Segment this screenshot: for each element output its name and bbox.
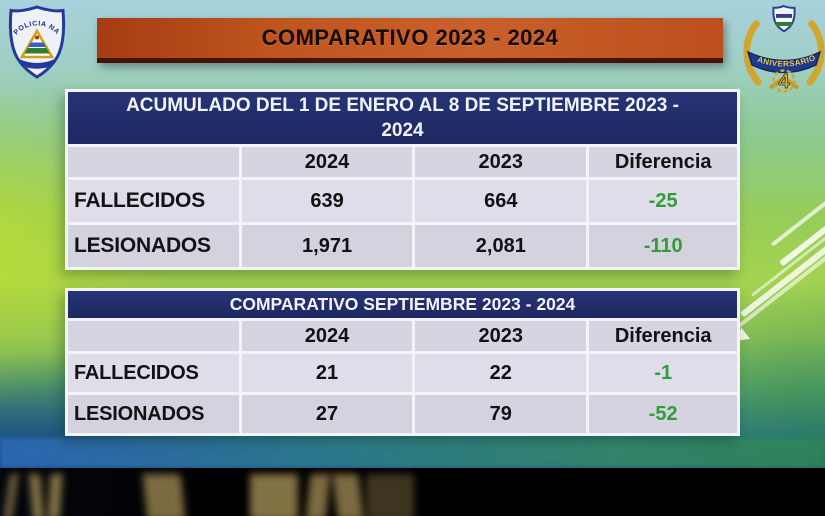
- value-diferencia: -25: [589, 180, 737, 222]
- value-2023: 79: [415, 395, 587, 433]
- table-row-fallecidos: FALLECIDOS 639 664 -25: [68, 180, 737, 222]
- table-comparativo-septiembre: COMPARATIVO SEPTIEMBRE 2023 - 2024 2024 …: [65, 288, 740, 436]
- reflection: [3, 474, 19, 516]
- table-acumulado: ACUMULADO DEL 1 DE ENERO AL 8 DE SEPTIEM…: [65, 89, 740, 270]
- column-header-diferencia: Diferencia: [589, 147, 737, 177]
- value-2024: 27: [241, 395, 413, 433]
- table-row-lesionados: LESIONADOS 27 79 -52: [68, 395, 737, 433]
- reflection: [250, 474, 298, 516]
- value-diferencia: -110: [589, 225, 737, 267]
- police-badge-icon: POLICIA NACIONAL: [3, 0, 66, 79]
- monitor-bezel: [0, 468, 825, 516]
- reflection: [28, 474, 45, 516]
- row-label: FALLECIDOS: [68, 180, 239, 222]
- row-label: LESIONADOS: [68, 395, 239, 433]
- reflection: [47, 474, 63, 516]
- anniversary-emblem: ANIVERSARIO 4: [736, 2, 825, 94]
- reflection: [366, 474, 414, 516]
- row-label: LESIONADOS: [68, 225, 239, 267]
- table-title: ACUMULADO DEL 1 DE ENERO AL 8 DE SEPTIEM…: [68, 92, 737, 144]
- anniversary-number: 4: [778, 71, 790, 93]
- table-header-row: 2024 2023 Diferencia: [68, 321, 737, 351]
- table-row-lesionados: LESIONADOS 1,971 2,081 -110: [68, 225, 737, 267]
- police-badge-logo: POLICIA NACIONAL: [3, 0, 68, 80]
- value-2024: 1,971: [241, 225, 413, 267]
- slide-title: COMPARATIVO 2023 - 2024: [261, 25, 559, 50]
- column-header-2023: 2023: [415, 321, 587, 351]
- screen-bottom-glow: [0, 438, 825, 468]
- value-2023: 664: [415, 180, 587, 222]
- column-header-empty: [68, 147, 239, 177]
- value-diferencia: -1: [589, 354, 737, 392]
- value-2023: 22: [415, 354, 587, 392]
- presentation-slide: POLICIA NACIONAL: [0, 0, 825, 468]
- column-header-empty: [68, 321, 239, 351]
- row-label: FALLECIDOS: [68, 354, 239, 392]
- value-diferencia: -52: [589, 395, 737, 433]
- value-2024: 21: [241, 354, 413, 392]
- column-header-2023: 2023: [415, 147, 587, 177]
- reflection: [305, 474, 331, 516]
- value-2023: 2,081: [415, 225, 587, 267]
- anniversary-laurel-icon: ANIVERSARIO 4: [743, 4, 825, 93]
- table-header-row: 2024 2023 Diferencia: [68, 147, 737, 177]
- slide-title-banner: COMPARATIVO 2023 - 2024: [97, 18, 723, 63]
- reflection: [332, 474, 364, 516]
- column-header-2024: 2024: [241, 321, 413, 351]
- column-header-2024: 2024: [241, 147, 413, 177]
- reflection: [142, 474, 186, 516]
- table-row-fallecidos: FALLECIDOS 21 22 -1: [68, 354, 737, 392]
- table-title: COMPARATIVO SEPTIEMBRE 2023 - 2024: [68, 291, 737, 318]
- column-header-diferencia: Diferencia: [589, 321, 737, 351]
- value-2024: 639: [241, 180, 413, 222]
